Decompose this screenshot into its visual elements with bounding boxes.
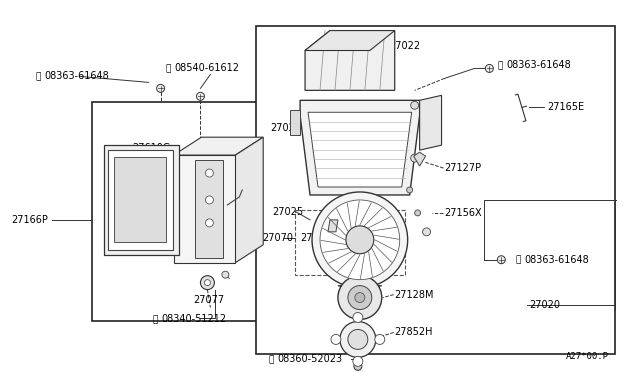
Text: A27*00.P: A27*00.P (566, 352, 609, 361)
Text: 27128M: 27128M (395, 289, 434, 299)
Circle shape (411, 101, 419, 109)
Circle shape (312, 192, 408, 288)
Circle shape (200, 276, 214, 290)
Text: Ⓢ: Ⓢ (268, 355, 273, 364)
Text: Ⓢ: Ⓢ (166, 64, 171, 73)
Text: 08340-51212: 08340-51212 (161, 314, 227, 324)
Circle shape (205, 169, 213, 177)
Polygon shape (305, 31, 395, 90)
Circle shape (354, 362, 362, 370)
Text: 08363-61648: 08363-61648 (524, 255, 589, 265)
Text: 08360-52023: 08360-52023 (277, 355, 342, 364)
Circle shape (353, 356, 363, 366)
Circle shape (331, 334, 341, 344)
Circle shape (485, 64, 493, 73)
Text: Ⓢ: Ⓢ (515, 255, 521, 264)
Polygon shape (338, 286, 382, 288)
Bar (114, 157, 166, 242)
Circle shape (340, 321, 376, 357)
Text: 27077: 27077 (193, 295, 225, 305)
Text: Ⓢ: Ⓢ (35, 72, 40, 81)
Circle shape (353, 312, 363, 323)
Bar (290, 110, 300, 135)
Text: Ⓢ: Ⓢ (152, 315, 158, 324)
Bar (104, 145, 179, 255)
Text: 08540-61612: 08540-61612 (175, 64, 239, 73)
Polygon shape (420, 95, 442, 150)
Circle shape (346, 226, 374, 254)
Circle shape (222, 271, 229, 278)
Circle shape (355, 293, 365, 302)
Text: 27025: 27025 (272, 207, 303, 217)
Circle shape (157, 84, 164, 92)
Polygon shape (413, 152, 426, 166)
Circle shape (406, 187, 413, 193)
Circle shape (422, 228, 431, 236)
Text: 27156X: 27156X (445, 208, 482, 218)
Bar (256, 26, 615, 355)
Text: 08363-61648: 08363-61648 (44, 71, 109, 81)
Text: 27610G: 27610G (132, 143, 171, 153)
Circle shape (338, 276, 382, 320)
Bar (195, 160, 223, 258)
Polygon shape (300, 100, 420, 195)
Text: 27021: 27021 (270, 123, 301, 133)
Circle shape (205, 196, 213, 204)
Bar (108, 150, 173, 250)
Circle shape (411, 154, 419, 162)
Text: 27072: 27072 (300, 233, 331, 243)
Text: Ⓢ: Ⓢ (497, 61, 502, 70)
Polygon shape (173, 137, 263, 155)
Circle shape (497, 256, 506, 264)
Bar (92, 102, 291, 321)
Text: 27165E: 27165E (547, 102, 584, 112)
Polygon shape (305, 31, 395, 51)
Text: 27852H: 27852H (395, 327, 433, 337)
Circle shape (196, 92, 204, 100)
Text: 27127P: 27127P (445, 163, 482, 173)
Circle shape (415, 210, 420, 216)
Text: 27022: 27022 (390, 41, 421, 51)
Text: 27166P: 27166P (11, 215, 48, 225)
Bar (295, 210, 404, 275)
Text: 27070: 27070 (262, 233, 293, 243)
Polygon shape (328, 220, 338, 232)
Text: 08363-61648: 08363-61648 (506, 61, 571, 70)
Circle shape (320, 200, 400, 280)
Circle shape (348, 286, 372, 310)
Circle shape (375, 334, 385, 344)
Polygon shape (236, 137, 263, 263)
Polygon shape (308, 112, 412, 187)
Text: 27020: 27020 (529, 299, 560, 310)
Circle shape (348, 330, 368, 349)
Bar (173, 155, 236, 263)
Circle shape (205, 219, 213, 227)
Circle shape (204, 280, 211, 286)
